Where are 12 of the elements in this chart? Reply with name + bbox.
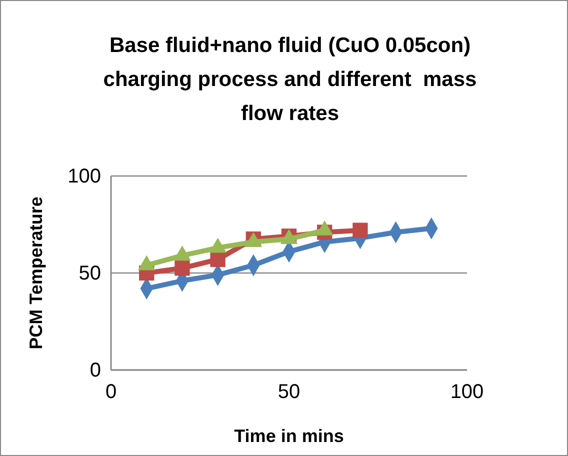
point bbox=[352, 222, 368, 238]
x-axis-title: Time in mins bbox=[234, 426, 344, 446]
x-tick-label: 0 bbox=[105, 381, 117, 404]
point bbox=[174, 260, 190, 276]
y-axis-title: PCM Temperature bbox=[26, 196, 46, 350]
y-tick-label: 100 bbox=[68, 165, 101, 188]
x-tick-label: 50 bbox=[278, 381, 300, 404]
point bbox=[210, 252, 226, 268]
y-tick-label: 0 bbox=[90, 359, 101, 382]
chart-title: Base fluid+nano fluid (CuO 0.05con) charging process and different mass flow rates bbox=[103, 34, 477, 125]
x-tick-label: 100 bbox=[450, 381, 484, 404]
y-tick-label: 50 bbox=[78, 262, 101, 284]
